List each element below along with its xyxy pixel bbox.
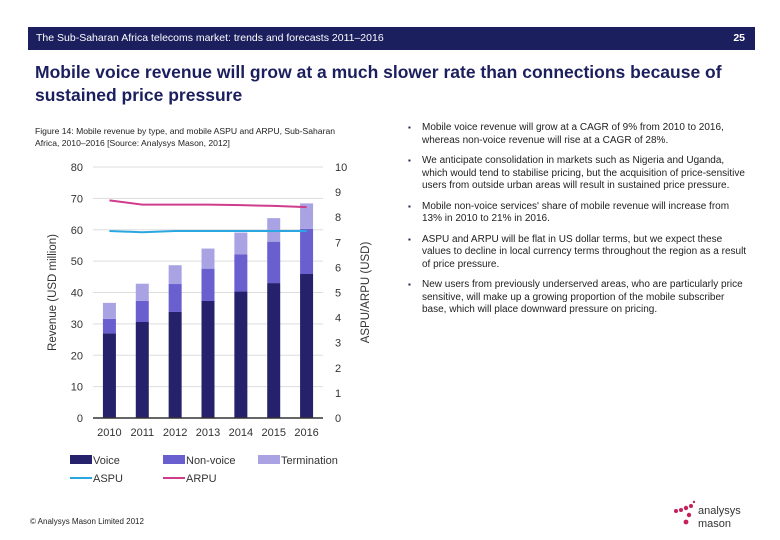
x-tick-label: 2012 [163, 427, 187, 439]
x-tick-label: 2013 [196, 427, 220, 439]
bar-non-voice [201, 268, 215, 301]
analysys-mason-logo: analysys mason [674, 500, 741, 530]
header-bar: The Sub-Saharan Africa telecoms market: … [28, 27, 755, 50]
bar-termination [102, 302, 116, 319]
bar-termination [168, 265, 182, 285]
bar-voice [234, 291, 248, 418]
x-tick-label: 2015 [261, 427, 285, 439]
legend-swatch-non-voice [163, 455, 185, 464]
bullet-item: ASPU and ARPU will be flat in US dollar … [408, 234, 748, 272]
legend-label: Voice [93, 455, 120, 467]
x-tick-label: 2011 [130, 427, 154, 439]
svg-text:analysys: analysys [698, 505, 741, 517]
legend-label: Termination [281, 455, 338, 467]
bar-non-voice [234, 254, 248, 292]
y-tick-label: 20 [71, 350, 83, 362]
svg-text:mason: mason [698, 518, 731, 530]
y-tick-label: 40 [71, 288, 83, 300]
y2-tick-label: 2 [335, 363, 341, 375]
line-aspu [109, 230, 307, 234]
figure-caption: Figure 14: Mobile revenue by type, and m… [35, 126, 336, 148]
bullet-item: New users from previously underserved ar… [408, 279, 748, 317]
bar-non-voice [267, 241, 281, 284]
bar-non-voice [135, 300, 149, 322]
y-tick-label: 80 [71, 162, 83, 174]
x-tick-label: 2016 [294, 427, 318, 439]
bar-termination [201, 248, 215, 269]
y-tick-label: 30 [71, 319, 83, 331]
bullet-item: We anticipate consolidation in markets s… [408, 155, 748, 193]
y2-tick-label: 8 [335, 212, 341, 224]
legend-swatch-termination [258, 455, 280, 464]
y2-axis-label: ASPU/ARPU (USD) [360, 242, 372, 344]
bar-termination [234, 232, 248, 255]
y-tick-label: 50 [71, 256, 83, 268]
y2-tick-label: 9 [335, 187, 341, 199]
bullet-item: Mobile non-voice services' share of mobi… [408, 201, 748, 226]
y-tick-label: 0 [77, 413, 83, 425]
y-axis-label: Revenue (USD million) [47, 234, 59, 351]
legend-label: ASPU [93, 473, 123, 485]
bar-voice [201, 300, 215, 418]
bar-voice [135, 321, 149, 418]
y2-tick-label: 7 [335, 237, 341, 249]
header-title: The Sub-Saharan Africa telecoms market: … [36, 32, 384, 44]
bullet-item: Mobile voice revenue will grow at a CAGR… [408, 122, 748, 147]
bar-voice [300, 273, 314, 418]
bar-termination [267, 218, 281, 242]
y2-tick-label: 0 [335, 413, 341, 425]
x-tick-label: 2014 [229, 427, 253, 439]
bar-voice [168, 311, 182, 418]
copyright: © Analysys Mason Limited 2012 [30, 517, 144, 526]
legend-swatch-voice [70, 455, 92, 464]
y2-tick-label: 4 [335, 313, 341, 325]
legend-label: Non-voice [186, 455, 236, 467]
bar-non-voice [300, 228, 314, 274]
bar-non-voice [102, 318, 116, 334]
legend-label: ARPU [186, 473, 217, 485]
y-tick-label: 60 [71, 225, 83, 237]
bar-non-voice [168, 284, 182, 312]
x-tick-label: 2010 [97, 427, 121, 439]
y2-tick-label: 1 [335, 388, 341, 400]
y2-tick-label: 3 [335, 338, 341, 350]
y2-tick-label: 10 [335, 162, 347, 174]
y-tick-label: 70 [71, 193, 83, 205]
bar-termination [300, 203, 314, 229]
line-arpu [109, 199, 307, 209]
bar-voice [267, 283, 281, 418]
bullet-list: Mobile voice revenue will grow at a CAGR… [408, 122, 748, 325]
slide-title: Mobile voice revenue will grow at a much… [35, 62, 722, 105]
bar-termination [135, 283, 149, 301]
y-tick-label: 10 [71, 382, 83, 394]
bar-voice [102, 333, 116, 418]
y2-tick-label: 6 [335, 262, 341, 274]
page-number: 25 [733, 32, 745, 44]
revenue-chart: 0 10 20 30 40 50 60 70 80 0 1 2 3 4 5 6 7 8 9 10 Revenue (US… [47, 162, 372, 485]
y2-tick-label: 5 [335, 288, 341, 300]
